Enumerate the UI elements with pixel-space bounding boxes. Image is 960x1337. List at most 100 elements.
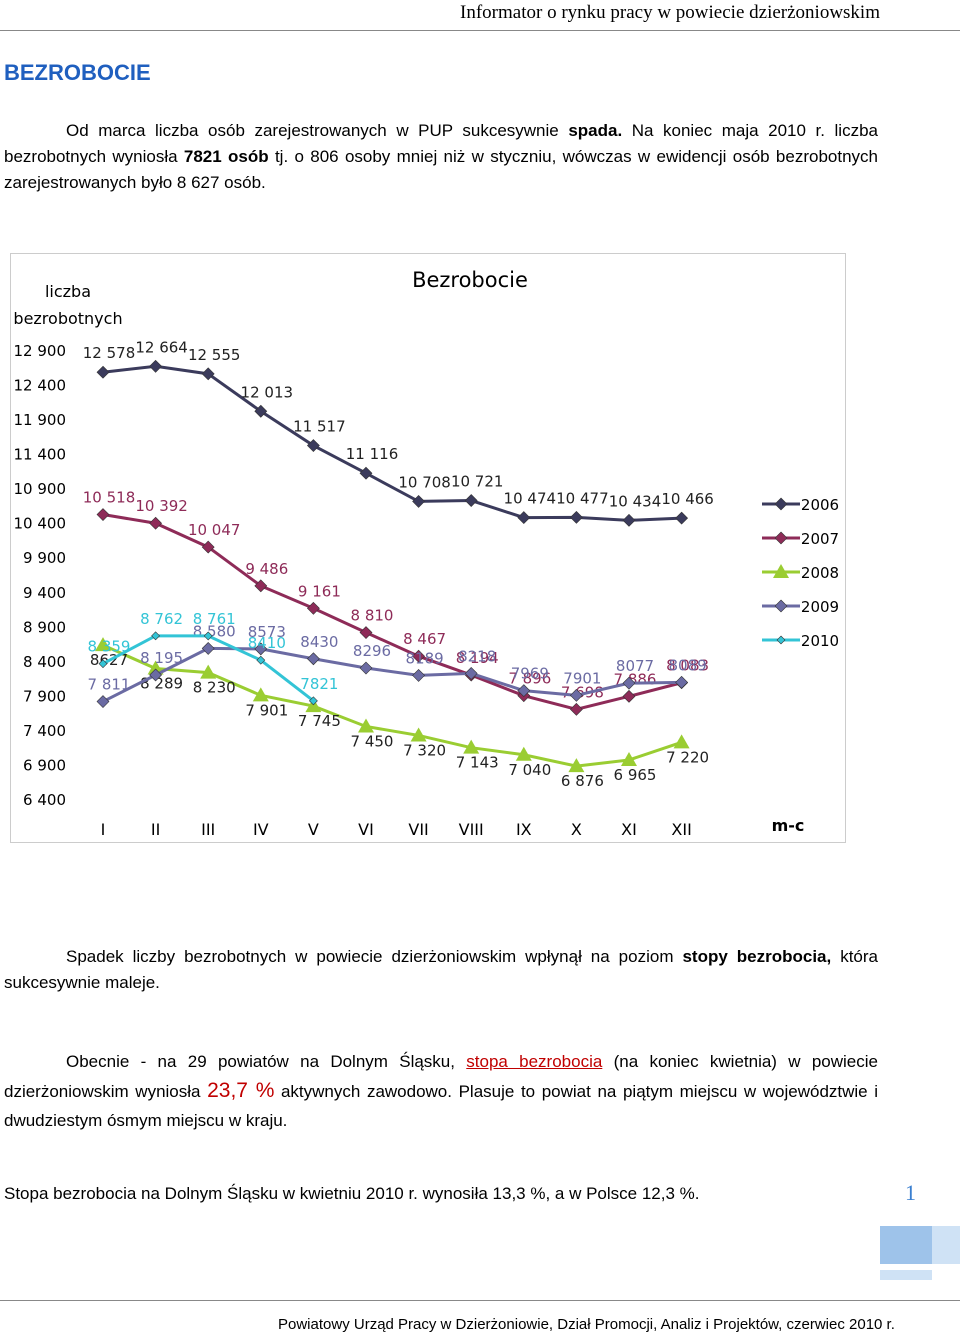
- y-tick-label: 9 900: [23, 549, 66, 567]
- legend-marker: [773, 564, 789, 578]
- point: [254, 579, 268, 593]
- running-title: Informator o rynku pracy w powiecie dzie…: [460, 2, 880, 23]
- y-tick-label: 7 400: [23, 722, 66, 740]
- y-tick-label: 9 400: [23, 584, 66, 602]
- text: Stopa bezrobocia na Dolnym Śląsku w kwie…: [4, 1184, 700, 1203]
- point: [568, 758, 585, 773]
- point: [147, 660, 164, 675]
- x-tick-label: V: [308, 820, 319, 839]
- point: [306, 439, 320, 452]
- y-tick-label: 12 900: [14, 342, 67, 360]
- data-label: 8410: [248, 634, 286, 652]
- data-label: 10 466: [661, 490, 714, 508]
- point: [149, 359, 163, 373]
- data-label: 7 320: [403, 741, 446, 759]
- point: [254, 642, 268, 656]
- data-label: 8 230: [193, 679, 236, 697]
- data-label: 8 083: [666, 657, 709, 675]
- data-label: 8 467: [403, 630, 446, 648]
- text: Od marca liczba osób zarejestrowanych w …: [66, 121, 569, 140]
- data-label: 11 116: [346, 445, 399, 463]
- point: [359, 466, 373, 480]
- x-tick-label: II: [151, 820, 160, 839]
- footer-rule: [0, 1300, 960, 1301]
- data-label: 8077: [616, 657, 654, 675]
- point: [515, 746, 532, 761]
- point: [149, 668, 163, 682]
- chart: Bezrobocie liczba bezrobotnych m-c 6 400…: [10, 253, 846, 843]
- data-label: 10 721: [451, 473, 504, 491]
- chart-frame: [10, 253, 846, 843]
- decoration: [880, 1270, 932, 1280]
- data-label: 12 555: [188, 346, 241, 364]
- data-label: 8573: [248, 623, 286, 641]
- series-line: [102, 646, 682, 703]
- data-label: 8 810: [351, 607, 394, 625]
- point: [151, 631, 161, 641]
- x-tick-label: VIII: [459, 820, 484, 839]
- point: [306, 652, 320, 666]
- point: [149, 516, 163, 530]
- data-label: 10 518: [83, 489, 136, 507]
- data-label: 8296: [353, 642, 391, 660]
- data-label: 8 195: [140, 649, 183, 667]
- point: [622, 513, 636, 527]
- paragraph: Stopa bezrobocia na Dolnym Śląsku w kwie…: [4, 1181, 878, 1207]
- y-tick-label: 11 400: [14, 446, 67, 464]
- link[interactable]: stopa bezrobocia: [466, 1052, 603, 1071]
- x-tick-label: VI: [358, 820, 374, 839]
- legend-marker: [776, 635, 786, 645]
- point: [517, 684, 531, 698]
- point: [203, 631, 213, 641]
- data-label: 7901: [563, 669, 601, 687]
- y-tick-label: 11 900: [14, 411, 67, 429]
- text: 7821 osób: [183, 147, 269, 166]
- x-tick-label: XII: [671, 820, 691, 839]
- point: [254, 404, 268, 418]
- page-number: 1: [905, 1180, 916, 1205]
- y-tick-label: 10 900: [14, 480, 67, 498]
- text: spada.: [568, 121, 623, 140]
- data-label: 12 013: [241, 383, 294, 401]
- point: [306, 601, 320, 615]
- data-label: 8218: [458, 647, 496, 665]
- data-label: 8 289: [140, 675, 183, 693]
- point: [675, 511, 689, 525]
- legend-marker: [774, 599, 788, 613]
- point: [569, 510, 583, 524]
- point: [256, 655, 266, 665]
- data-label: 6 876: [561, 772, 604, 790]
- data-label: 6 965: [614, 766, 657, 784]
- point: [252, 687, 269, 702]
- text: aktywnych zawodowo. Plasuje to powiat na…: [4, 1082, 879, 1130]
- data-label: 8 762: [140, 610, 183, 628]
- x-tick-label: VII: [408, 820, 428, 839]
- data-label: 8189: [406, 649, 444, 667]
- point: [201, 540, 215, 554]
- point: [98, 659, 108, 669]
- point: [359, 626, 373, 639]
- decoration: [880, 1226, 932, 1264]
- x-axis-title: m-c: [772, 816, 805, 835]
- footer-text: Powiatowy Urząd Pracy w Dzierżoniowie, D…: [278, 1316, 895, 1333]
- point: [569, 702, 583, 716]
- data-label: 10 474: [504, 490, 557, 508]
- data-label: 8089: [669, 656, 707, 674]
- data-label: 8 761: [193, 610, 236, 628]
- x-tick-label: III: [201, 820, 215, 839]
- data-label: 9 486: [245, 560, 288, 578]
- legend-label: 2006: [801, 496, 839, 514]
- point: [358, 718, 374, 733]
- data-label: 7 901: [245, 701, 288, 719]
- y-tick-label: 8 400: [23, 653, 66, 671]
- data-label: 7 745: [298, 712, 341, 730]
- chart-title: Bezrobocie: [412, 268, 528, 292]
- x-tick-label: XI: [621, 820, 637, 839]
- point: [464, 666, 478, 680]
- paragraph: Od marca liczba osób zarejestrowanych w …: [4, 118, 878, 196]
- point: [569, 688, 583, 702]
- paragraph: Spadek liczby bezrobotnych w powiecie dz…: [4, 944, 878, 996]
- point: [96, 695, 110, 708]
- legend-label: 2010: [801, 632, 839, 650]
- point: [622, 676, 636, 690]
